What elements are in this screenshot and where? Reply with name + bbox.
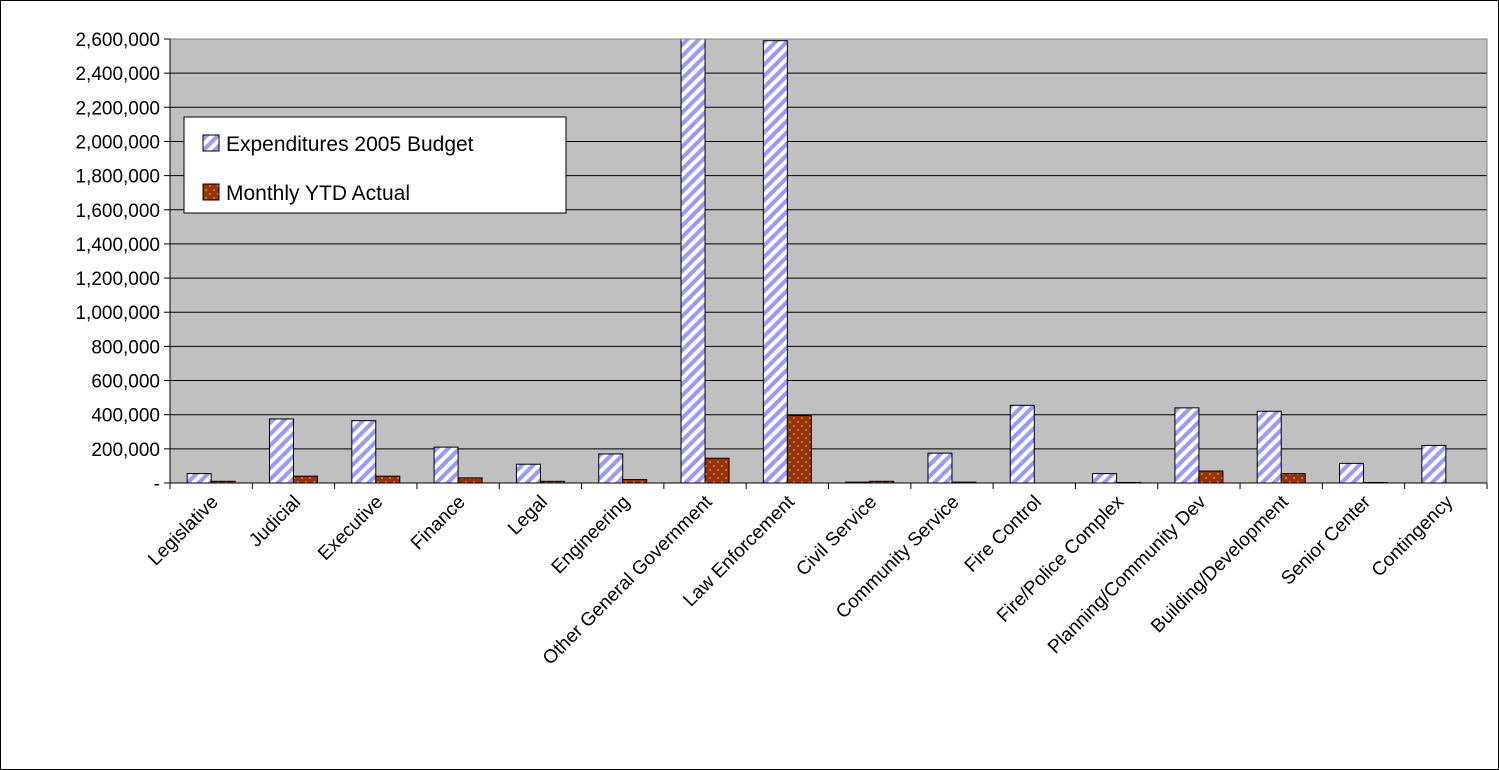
y-tick-label: 1,000,000 [75, 303, 160, 324]
legend-label-budget: Expenditures 2005 Budget [226, 133, 474, 156]
category-label: Legislative [144, 492, 222, 570]
bar-actual [292, 475, 318, 483]
bar-budget [1339, 462, 1365, 483]
bar-budget [1174, 407, 1200, 483]
category-label: Other General Government [539, 491, 717, 669]
bar-budget [927, 452, 953, 483]
y-tick-label: 2,200,000 [75, 98, 160, 119]
plot-background [170, 39, 1487, 483]
category-label: Building/Development [1147, 491, 1293, 637]
y-tick-label: - [154, 474, 160, 495]
y-tick-label: 1,400,000 [75, 235, 160, 256]
legend-label-actual: Monthly YTD Actual [226, 182, 410, 205]
y-tick-label: 2,000,000 [75, 132, 160, 153]
y-tick-label: 2,600,000 [75, 30, 160, 51]
category-label: Civil Service [792, 492, 881, 581]
category-label: Contingency [1368, 491, 1458, 581]
bar-actual [704, 457, 730, 483]
bar-budget [515, 463, 541, 483]
bar-budget [351, 420, 377, 483]
category-label: Finance [407, 492, 470, 555]
category-label: Planning/Community Dev [1044, 491, 1211, 658]
legend: Expenditures 2005 Budget Monthly YTD Act… [183, 116, 567, 214]
legend-swatch-actual [202, 183, 220, 201]
y-tick-label: 1,200,000 [75, 269, 160, 290]
category-label: Engineering [548, 492, 635, 579]
bar-budget [1421, 444, 1447, 483]
bar-actual [1280, 473, 1306, 483]
legend-swatch-budget [202, 134, 220, 152]
y-tick-label: 1,800,000 [75, 167, 160, 188]
bar-actual [457, 477, 483, 483]
bar-actual [786, 415, 812, 483]
bar-budget [1256, 410, 1282, 483]
y-tick-label: 600,000 [91, 372, 160, 393]
bar-actual [622, 479, 648, 483]
legend-box [183, 116, 567, 214]
y-tick-label: 800,000 [91, 337, 160, 358]
category-label: Executive [314, 492, 387, 565]
bar-budget [268, 418, 294, 483]
bar-actual [375, 475, 401, 483]
category-label: Fire Control [961, 492, 1046, 577]
bar-budget [680, 39, 706, 483]
bar-budget [433, 446, 459, 483]
bar-budget [1009, 404, 1035, 483]
category-label: Judicial [245, 492, 305, 552]
y-tick-label: 200,000 [91, 440, 160, 461]
y-tick-label: 2,400,000 [75, 64, 160, 85]
category-label: Legal [504, 492, 552, 540]
y-tick-label: 1,600,000 [75, 201, 160, 222]
bar-actual [1198, 470, 1224, 483]
bar-budget [598, 453, 624, 483]
bar-budget [186, 473, 212, 483]
bar-budget [1092, 473, 1118, 483]
y-tick-label: 400,000 [91, 406, 160, 427]
bar-budget [762, 40, 788, 483]
